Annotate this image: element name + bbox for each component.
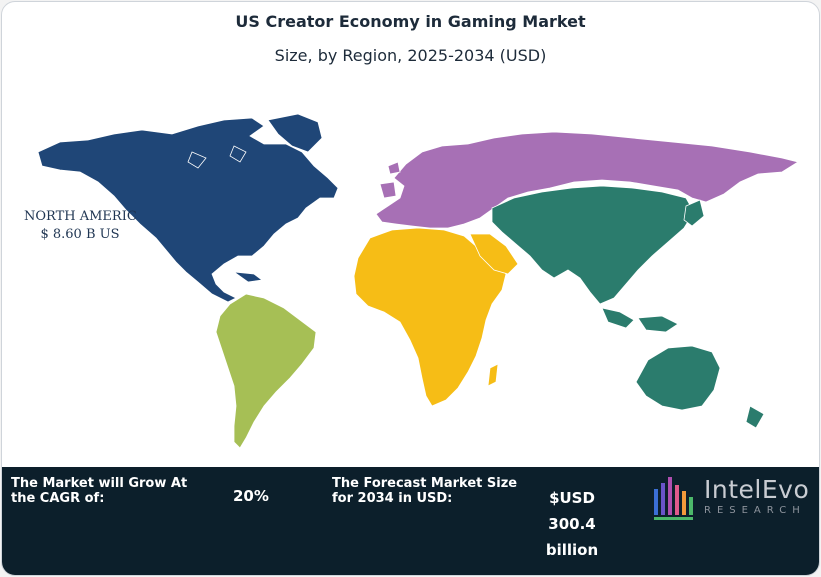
chart-subtitle: Size, by Region, 2025-2034 (USD) (274, 46, 547, 65)
logo-icon (654, 477, 693, 520)
cagr-value: 20% (233, 487, 269, 505)
logo-name: IntelEvo (704, 475, 810, 504)
world-map (37, 113, 800, 449)
region-value: $ 8.60 B US (40, 227, 120, 242)
size-unit: billion (545, 541, 599, 559)
region-name: NORTH AMERICA (24, 209, 136, 224)
region-south-america[interactable] (215, 293, 317, 449)
region-north-america[interactable] (37, 113, 339, 303)
size-currency: $USD (549, 489, 595, 507)
company-logo: IntelEvo RESEARCH (652, 475, 817, 525)
forecast-size-label: The Forecast Market Size for 2034 in USD… (332, 476, 518, 506)
region-value-label: NORTH AMERICA $ 8.60 B US (24, 208, 136, 244)
cagr-label: The Market will Grow At the CAGR of: (11, 476, 188, 506)
logo-tagline: RESEARCH (704, 505, 806, 516)
size-amount: 300.4 (548, 515, 596, 533)
chart-title: US Creator Economy in Gaming Market (235, 12, 586, 31)
summary-footer: The Market will Grow At the CAGR of: 20%… (2, 467, 819, 575)
region-asia-pacific[interactable] (491, 185, 765, 429)
region-europe[interactable] (375, 131, 800, 229)
forecast-size-value: $USD 300.4 billion (530, 485, 614, 563)
region-africa[interactable] (353, 227, 519, 407)
